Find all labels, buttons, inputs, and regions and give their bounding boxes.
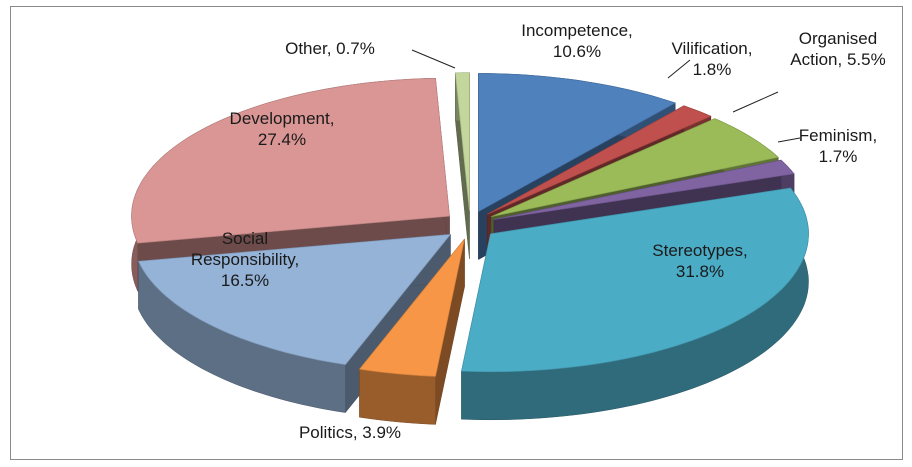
slice-top	[491, 118, 779, 218]
slice-top	[461, 187, 809, 373]
slice-top	[137, 233, 452, 365]
slice-top	[493, 159, 795, 220]
pie-slice	[358, 238, 465, 425]
slice-top	[358, 238, 465, 377]
leader-line	[732, 91, 779, 113]
data-label: Development, 27.4%	[229, 109, 335, 149]
leader-line	[411, 49, 456, 69]
slice-top	[478, 73, 677, 213]
chart-frame	[10, 6, 903, 460]
data-label: Other, 0.7%	[285, 39, 375, 58]
slice-wall	[359, 368, 436, 425]
data-label: Vilification, 1.8%	[671, 39, 753, 79]
pie-slice	[455, 72, 470, 259]
data-label: Social Responsibility, 16.5%	[190, 229, 300, 290]
pie-slice	[461, 187, 809, 421]
leader-line	[777, 137, 801, 143]
data-label: Feminism, 1.7%	[798, 126, 878, 166]
data-label: Incompetence, 10.6%	[521, 21, 633, 61]
leader-line	[667, 59, 691, 79]
slice-top	[487, 105, 712, 215]
slice-top	[131, 77, 450, 244]
slice-top	[455, 72, 470, 211]
data-label: Politics, 3.9%	[298, 423, 402, 442]
data-label: Organised Action, 5.5%	[790, 29, 886, 69]
data-label: Stereotypes, 31.8%	[652, 241, 748, 281]
